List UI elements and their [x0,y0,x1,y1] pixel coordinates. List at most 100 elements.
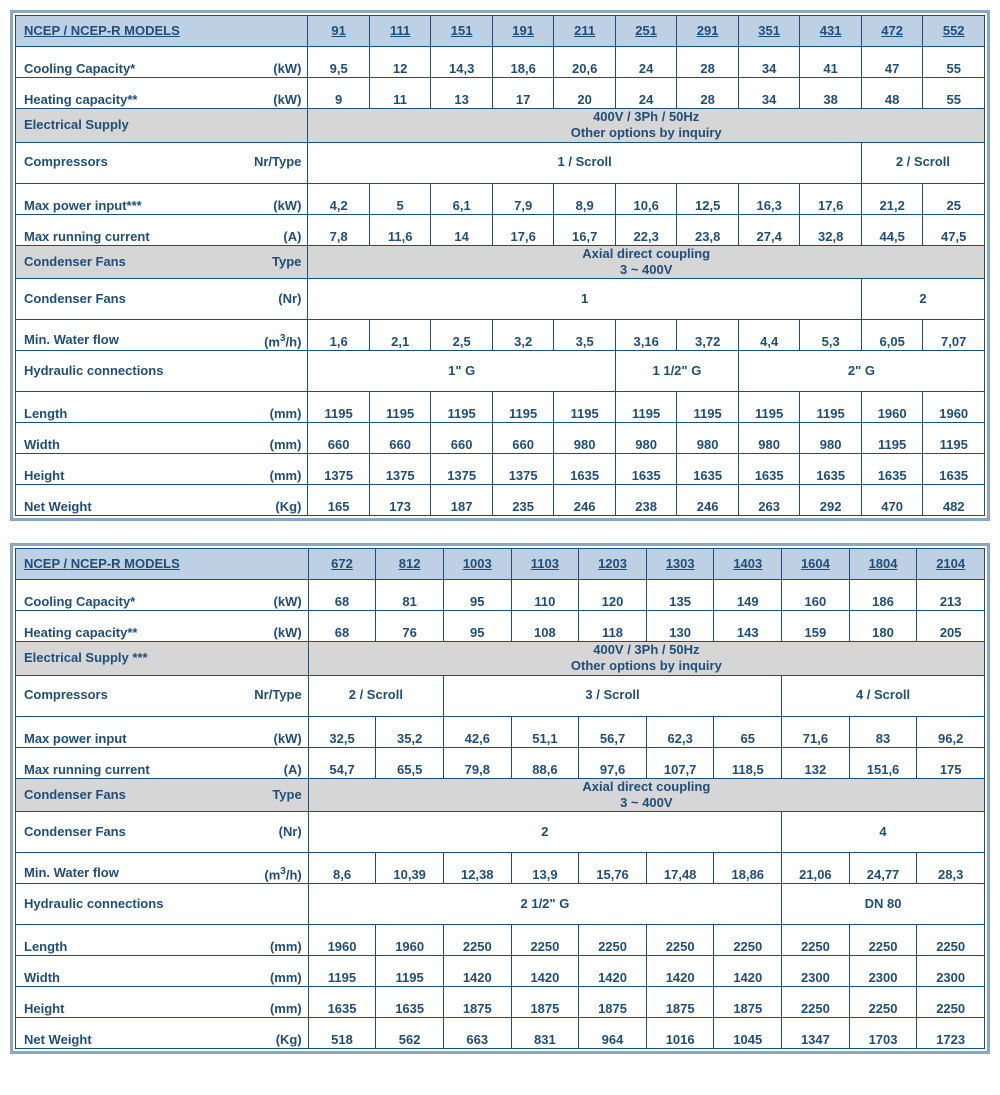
hydraulic-connections-value: DN 80 [782,884,985,925]
heating-capacity-value: 20 [554,78,616,109]
width-value: 980 [554,423,616,454]
max-power-input-value: 35,2 [376,716,444,747]
model-header: 552 [923,16,985,47]
height-value: 1635 [554,454,616,485]
heating-capacity-label: Heating capacity**(kW) [16,611,309,642]
max-power-input-label: Max power input(kW) [16,716,309,747]
max-power-input-value: 7,9 [492,183,554,214]
width-value: 980 [800,423,862,454]
length-value: 1195 [677,392,739,423]
heating-capacity-value: 34 [738,78,800,109]
model-header: 351 [738,16,800,47]
model-header: 211 [554,16,616,47]
net-weight-value: 246 [677,485,739,516]
min-water-flow-value: 28,3 [917,853,985,884]
min-water-flow-value: 3,72 [677,320,739,351]
max-running-current-value: 118,5 [714,747,782,778]
compressors-value: 2 / Scroll [861,142,984,183]
spec-table: NCEP / NCEP-R MODELS91111151191211251291… [15,15,985,516]
min-water-flow-value: 3,5 [554,320,616,351]
width-value: 1195 [923,423,985,454]
max-power-input-value: 42,6 [443,716,511,747]
height-value: 1635 [738,454,800,485]
min-water-flow-value: 7,07 [923,320,985,351]
heating-capacity-value: 108 [511,611,579,642]
model-header: 91 [308,16,370,47]
model-header: 1403 [714,549,782,580]
hydraulic-connections-value: 1" G [308,351,616,392]
min-water-flow-value: 15,76 [579,853,647,884]
max-running-current-value: 27,4 [738,214,800,245]
heating-capacity-value: 205 [917,611,985,642]
width-label: Width(mm) [16,423,308,454]
height-value: 1635 [615,454,677,485]
electrical-supply-label: Electrical Supply *** [16,642,309,676]
min-water-flow-label: Min. Water flow(m3/h) [16,853,309,884]
compressors-value: 4 / Scroll [782,675,985,716]
width-value: 1420 [511,956,579,987]
heating-capacity-value: 76 [376,611,444,642]
max-running-current-value: 14 [431,214,493,245]
height-value: 1375 [308,454,370,485]
width-value: 660 [308,423,370,454]
cooling-capacity-value: 135 [646,580,714,611]
model-header: 151 [431,16,493,47]
length-value: 2250 [646,925,714,956]
net-weight-value: 246 [554,485,616,516]
net-weight-value: 238 [615,485,677,516]
model-header: 111 [369,16,431,47]
max-running-current-value: 151,6 [849,747,917,778]
width-value: 1420 [646,956,714,987]
length-value: 1960 [861,392,923,423]
net-weight-value: 1723 [917,1018,985,1049]
min-water-flow-value: 2,5 [431,320,493,351]
max-running-current-value: 16,7 [554,214,616,245]
height-value: 2250 [782,987,850,1018]
spec-table-wrapper: NCEP / NCEP-R MODELS91111151191211251291… [10,10,990,521]
heating-capacity-value: 13 [431,78,493,109]
length-value: 1195 [554,392,616,423]
cooling-capacity-value: 160 [782,580,850,611]
width-value: 1420 [443,956,511,987]
min-water-flow-value: 12,38 [443,853,511,884]
hydraulic-connections-label: Hydraulic connections [16,351,308,392]
width-value: 980 [615,423,677,454]
model-header: 1003 [443,549,511,580]
width-value: 1195 [861,423,923,454]
height-value: 1635 [800,454,862,485]
max-running-current-value: 175 [917,747,985,778]
min-water-flow-value: 3,16 [615,320,677,351]
min-water-flow-value: 4,4 [738,320,800,351]
cooling-capacity-value: 14,3 [431,47,493,78]
height-value: 1635 [308,987,376,1018]
min-water-flow-value: 1,6 [308,320,370,351]
min-water-flow-value: 8,6 [308,853,376,884]
cooling-capacity-value: 55 [923,47,985,78]
height-value: 1375 [431,454,493,485]
cooling-capacity-value: 18,6 [492,47,554,78]
min-water-flow-value: 21,06 [782,853,850,884]
spec-table: NCEP / NCEP-R MODELS67281210031103120313… [15,548,985,1049]
hydraulic-connections-label: Hydraulic connections [16,884,309,925]
condenser-fans-type-label: Condenser FansType [16,245,308,279]
width-value: 980 [738,423,800,454]
min-water-flow-value: 24,77 [849,853,917,884]
height-value: 1875 [443,987,511,1018]
net-weight-value: 1703 [849,1018,917,1049]
cooling-capacity-value: 213 [917,580,985,611]
heating-capacity-value: 180 [849,611,917,642]
width-value: 660 [431,423,493,454]
model-header: 812 [376,549,444,580]
length-label: Length(mm) [16,925,309,956]
net-weight-value: 562 [376,1018,444,1049]
compressors-value: 3 / Scroll [443,675,781,716]
heating-capacity-value: 68 [308,611,376,642]
max-power-input-label: Max power input***(kW) [16,183,308,214]
max-power-input-value: 32,5 [308,716,376,747]
cooling-capacity-value: 20,6 [554,47,616,78]
net-weight-value: 482 [923,485,985,516]
hydraulic-connections-value: 2" G [738,351,984,392]
heating-capacity-value: 9 [308,78,370,109]
condenser-fans-nr-label: Condenser Fans(Nr) [16,812,309,853]
compressors-label: CompressorsNr/Type [16,675,309,716]
